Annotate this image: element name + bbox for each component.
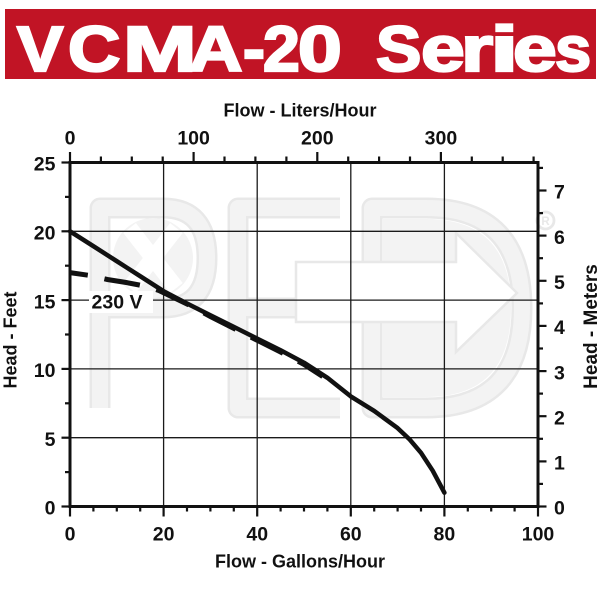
svg-text:5: 5 — [45, 429, 56, 451]
svg-text:80: 80 — [434, 524, 456, 546]
svg-text:0: 0 — [65, 127, 76, 149]
svg-text:0: 0 — [65, 524, 76, 546]
svg-text:1: 1 — [554, 453, 565, 475]
svg-text:Flow - Gallons/Hour: Flow - Gallons/Hour — [215, 552, 385, 572]
svg-text:300: 300 — [425, 127, 458, 149]
svg-text:0: 0 — [554, 498, 565, 520]
svg-text:100: 100 — [177, 127, 210, 149]
svg-text:R: R — [541, 216, 550, 228]
svg-text:5: 5 — [554, 272, 565, 294]
svg-text:10: 10 — [34, 360, 56, 382]
svg-text:60: 60 — [340, 524, 362, 546]
svg-text:100: 100 — [522, 524, 555, 546]
svg-text:40: 40 — [246, 524, 268, 546]
svg-text:15: 15 — [34, 291, 56, 313]
svg-text:7: 7 — [554, 182, 565, 204]
svg-text:200: 200 — [301, 127, 334, 149]
svg-text:20: 20 — [153, 524, 175, 546]
svg-text:4: 4 — [554, 317, 565, 339]
svg-text:6: 6 — [554, 227, 565, 249]
svg-text:Head - Meters: Head - Meters — [581, 264, 600, 389]
svg-text:20: 20 — [34, 223, 56, 245]
svg-text:25: 25 — [34, 154, 56, 176]
svg-text:2: 2 — [554, 407, 565, 429]
svg-text:230 V: 230 V — [92, 292, 143, 314]
svg-text:0: 0 — [45, 498, 56, 520]
svg-text:Flow - Liters/Hour: Flow - Liters/Hour — [224, 100, 377, 120]
svg-text:Head - Feet: Head - Feet — [1, 291, 21, 388]
svg-text:3: 3 — [554, 362, 565, 384]
